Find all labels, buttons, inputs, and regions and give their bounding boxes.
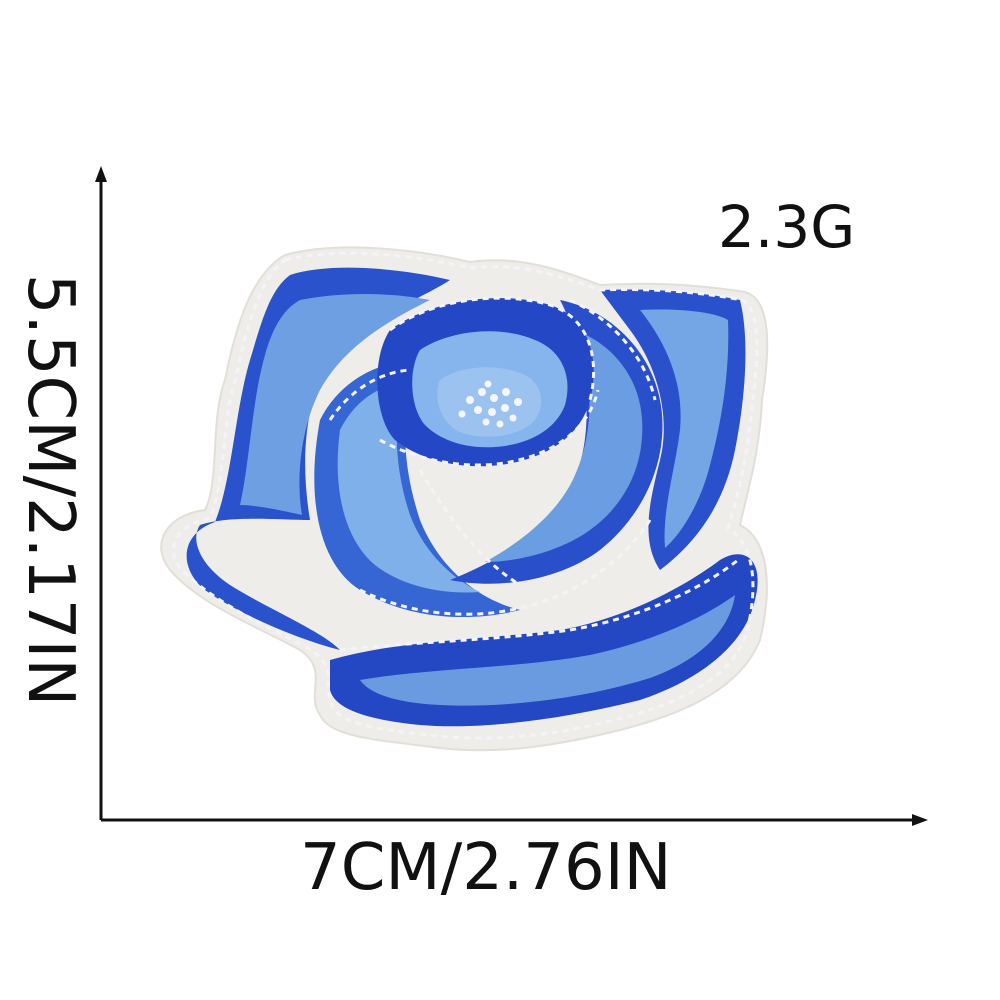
petal-middle-right-light xyxy=(485,330,643,562)
petal-middle-left-light xyxy=(337,382,480,593)
petal-outer-left xyxy=(186,267,450,650)
rose-stamen-dots xyxy=(458,380,522,428)
petal-right-light xyxy=(640,309,729,548)
petal-center-core xyxy=(437,367,542,437)
horizontal-axis-arrow-icon xyxy=(912,814,928,826)
petal-outer-left-light xyxy=(240,294,430,515)
vertical-axis-arrow-icon xyxy=(95,166,107,182)
height-dimension-label: 5.5CM/2.17IN xyxy=(13,273,87,707)
stitching-lines xyxy=(171,251,759,740)
width-dimension-label: 7CM/2.76IN xyxy=(300,831,672,905)
weight-label: 2.3G xyxy=(718,193,856,261)
petal-bottom-light xyxy=(360,595,735,706)
